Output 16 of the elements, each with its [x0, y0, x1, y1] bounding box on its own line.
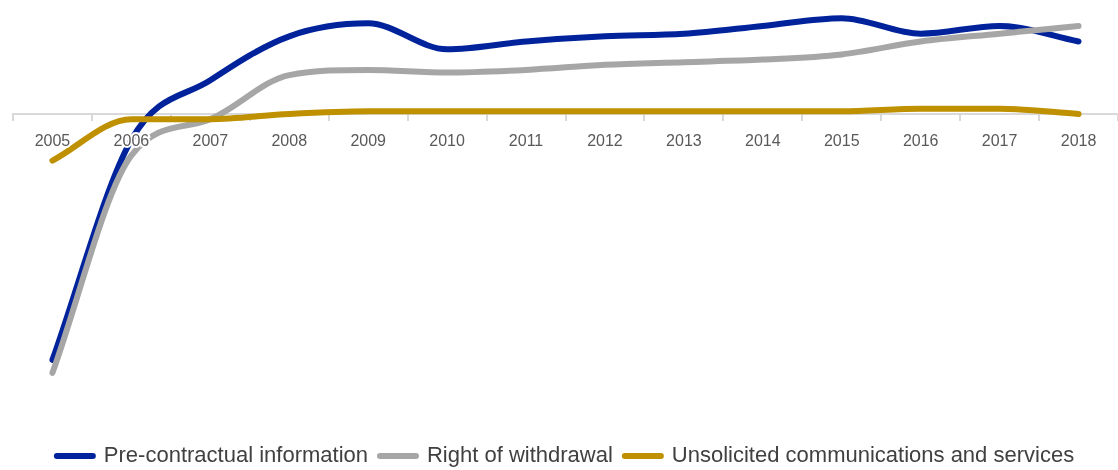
x-tick-label: 2010 — [429, 131, 466, 149]
legend-label: Pre-contractual information — [103, 442, 368, 468]
x-tick-label: 2018 — [1060, 131, 1097, 149]
x-tick-label: 2012 — [587, 131, 623, 149]
x-tick-label: 2014 — [745, 131, 781, 149]
x-tick-label: 2013 — [666, 131, 702, 149]
x-tick-label: 2015 — [823, 131, 860, 149]
x-tick-label: 2007 — [192, 131, 229, 149]
legend-label: Right of withdrawal — [426, 442, 613, 468]
x-tick-label: 2017 — [981, 131, 1018, 149]
x-tick-label: 2008 — [271, 131, 308, 149]
x-tick-label: 2005 — [34, 131, 71, 149]
x-tick-label: 2009 — [350, 131, 387, 149]
legend-label: Unsolicited communications and services — [671, 442, 1075, 468]
x-tick-label: 2011 — [508, 131, 544, 149]
x-tick-label: 2016 — [902, 131, 939, 149]
